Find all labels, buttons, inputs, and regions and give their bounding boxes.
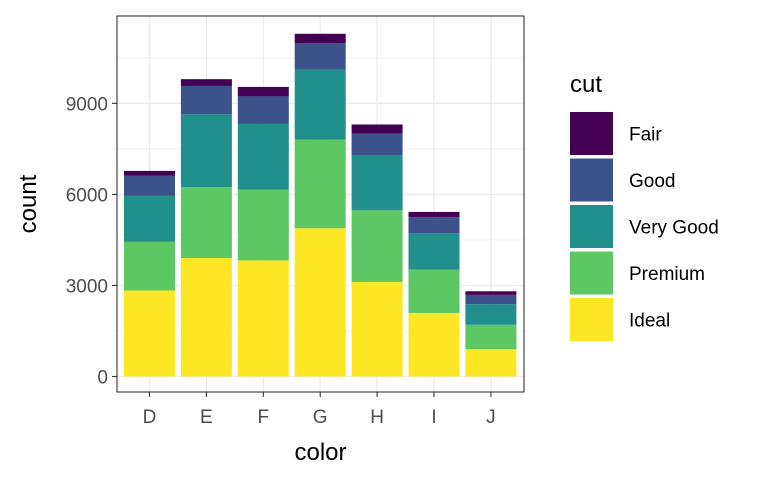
legend-title: cut	[570, 71, 602, 98]
bar-d-ideal	[124, 290, 175, 377]
bars	[124, 33, 517, 377]
bar-d-premium	[124, 241, 175, 291]
bar-f-premium	[237, 189, 289, 261]
y-tick-label: 6000	[66, 185, 108, 206]
bar-d-very-good	[124, 195, 175, 242]
bar-f-fair	[237, 86, 289, 97]
y-axis: 0 3000 6000 9000	[66, 94, 117, 389]
bar-j-very-good	[465, 304, 517, 325]
bar-i-ideal	[408, 312, 460, 377]
x-tick-label: D	[143, 407, 157, 428]
bar-g-good	[294, 43, 346, 70]
y-tick-label: 9000	[66, 94, 108, 115]
bar-j-good	[465, 294, 517, 305]
legend-label: Premium	[629, 264, 705, 285]
bar-h-very-good	[351, 154, 403, 211]
bar-f-ideal	[237, 260, 289, 377]
bar-j-premium	[465, 324, 517, 350]
bar-i-very-good	[408, 233, 460, 270]
x-tick-label: G	[313, 407, 328, 428]
legend-label: Fair	[629, 125, 662, 146]
bar-g-ideal	[294, 228, 346, 377]
x-tick-label: I	[431, 407, 436, 428]
legend-key-ideal	[570, 298, 613, 341]
x-axis-title: color	[294, 439, 346, 466]
bar-f-good	[237, 96, 289, 124]
bar-e-good	[180, 85, 232, 115]
legend-items: Fair Good Very Good Premium Ideal	[570, 112, 719, 341]
bar-h-ideal	[351, 281, 403, 377]
bar-g-premium	[294, 139, 346, 229]
legend-key-good	[570, 158, 613, 202]
legend-key-premium	[570, 251, 613, 295]
bar-d-good	[124, 175, 175, 196]
legend-key-very-good	[570, 205, 613, 248]
y-axis-title: count	[15, 174, 42, 233]
legend-key-fair	[570, 112, 613, 155]
bar-e-very-good	[180, 114, 232, 188]
bar-i-good	[408, 217, 460, 234]
bar-f-very-good	[237, 123, 289, 190]
bar-e-ideal	[180, 258, 232, 377]
legend-label: Good	[629, 171, 675, 192]
bar-i-fair	[408, 211, 460, 218]
bar-i-premium	[408, 269, 460, 313]
y-tick-label: 0	[97, 368, 108, 389]
x-tick-label: E	[200, 407, 213, 428]
bar-g-very-good	[294, 69, 346, 140]
bar-d-fair	[124, 170, 175, 176]
legend-label: Ideal	[629, 311, 670, 332]
bar-j-ideal	[465, 349, 517, 377]
legend: cut Fair Good Very Good Premium Ideal	[570, 71, 719, 341]
x-tick-label: J	[486, 407, 496, 428]
bar-h-fair	[351, 124, 403, 134]
x-axis: D E F G H I J	[143, 392, 496, 428]
bar-h-premium	[351, 210, 403, 282]
x-tick-label: H	[370, 407, 384, 428]
bar-h-good	[351, 133, 403, 155]
legend-label: Very Good	[629, 218, 719, 239]
bar-j-fair	[465, 291, 517, 295]
bar-e-fair	[180, 79, 232, 86]
bar-g-fair	[294, 33, 346, 44]
y-tick-label: 3000	[66, 276, 108, 297]
x-tick-label: F	[257, 407, 269, 428]
bar-e-premium	[180, 187, 232, 259]
